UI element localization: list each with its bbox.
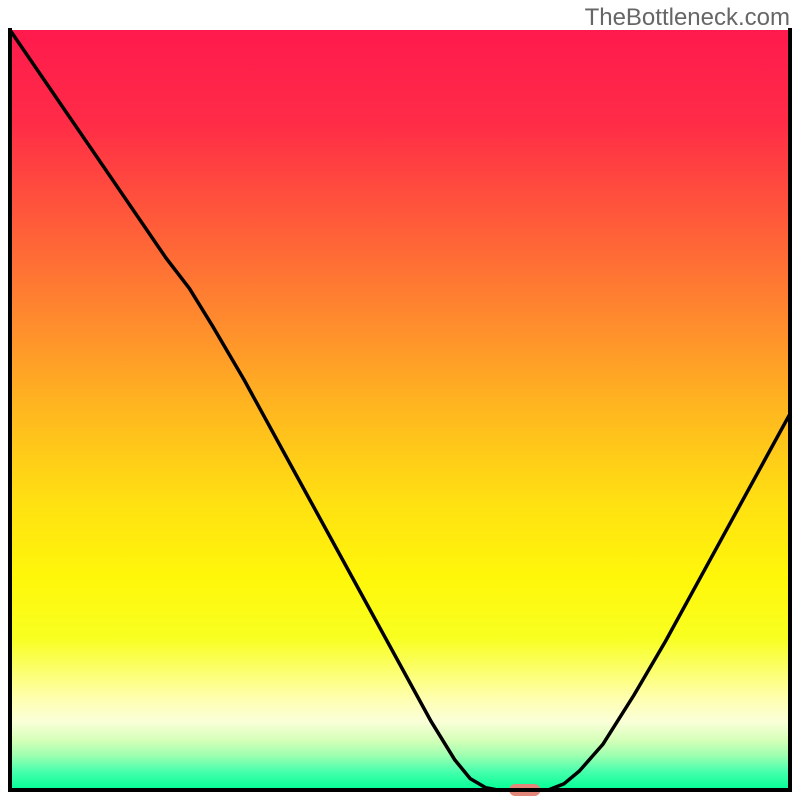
gradient-background — [10, 30, 790, 790]
watermark-text: TheBottleneck.com — [585, 4, 790, 32]
bottleneck-chart — [0, 0, 800, 800]
plot-area — [8, 28, 792, 796]
chart-container: TheBottleneck.com — [0, 0, 800, 800]
